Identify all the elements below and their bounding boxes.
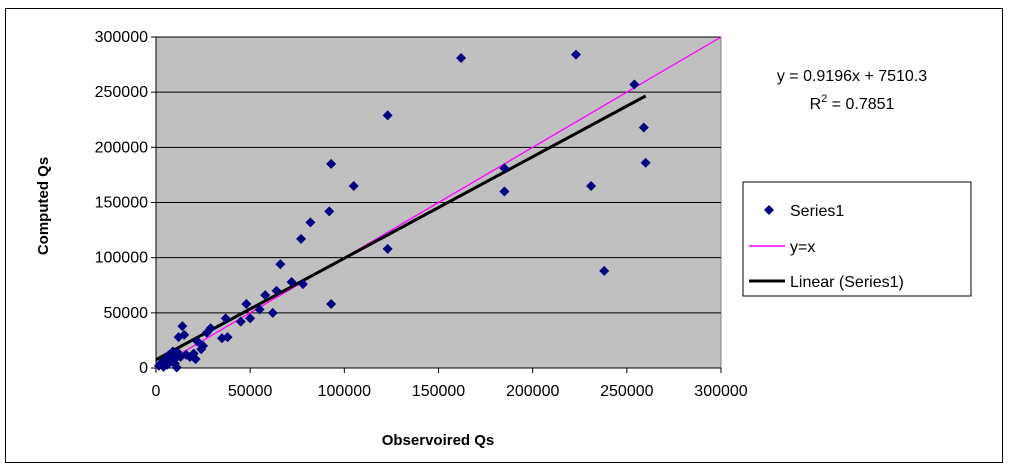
data-point — [179, 329, 190, 340]
identity-line — [155, 36, 722, 369]
data-point — [326, 299, 337, 310]
data-point — [499, 163, 510, 174]
legend-diamond-marker — [764, 205, 774, 215]
y-tick-label: 0 — [139, 360, 148, 377]
legend-item-y-equals-x: y=x — [749, 239, 815, 256]
y-tick-label: 200000 — [95, 139, 148, 156]
legend-item-linear: Linear (Series1) — [749, 274, 904, 291]
data-point — [260, 290, 271, 301]
x-tick-label: 300000 — [694, 383, 747, 400]
data-point — [177, 321, 188, 332]
x-tick-label: 0 — [152, 383, 161, 400]
trendline-annotation: y = 0.9196x + 7510.3 R2 = 0.7851 — [777, 68, 927, 113]
data-point — [241, 299, 252, 310]
x-tick-label: 50000 — [228, 383, 273, 400]
data-point — [324, 206, 335, 217]
x-axis-title: Observoired Qs — [382, 432, 495, 449]
data-point — [586, 180, 597, 191]
y-axis-title: Computed Qs — [35, 157, 52, 255]
legend-label-linear: Linear (Series1) — [790, 274, 904, 291]
data-point — [235, 316, 246, 327]
data-point — [296, 233, 307, 244]
r-squared-sup: 2 — [821, 93, 827, 105]
x-tick-label: 100000 — [318, 383, 371, 400]
data-point — [267, 307, 278, 318]
scatter-chart: 0 50000 100000 150000 200000 250000 300000 0 500… — [35, 29, 972, 449]
data-point — [198, 340, 209, 351]
legend-box — [742, 181, 972, 297]
y-tick-label: 250000 — [95, 84, 148, 101]
trendline-equation: y = 0.9196x + 7510.3 — [777, 68, 927, 85]
data-point — [190, 354, 201, 365]
y-tick-label: 50000 — [104, 305, 149, 322]
data-point — [570, 49, 581, 60]
data-point — [456, 52, 467, 63]
data-point — [275, 259, 286, 270]
legend-item-series1: Series1 — [764, 203, 844, 220]
data-point — [499, 186, 510, 197]
data-point — [222, 332, 233, 343]
legend-label-series1: Series1 — [790, 203, 844, 220]
data-point — [297, 279, 308, 290]
data-point — [599, 265, 610, 276]
data-point — [382, 110, 393, 121]
y-tick-label: 100000 — [95, 250, 148, 267]
r-squared-value: = 0.7851 — [827, 96, 894, 113]
data-point — [348, 180, 359, 191]
data-point — [205, 323, 216, 334]
data-point — [245, 313, 256, 324]
legend: Series1 y=x Linear (Series1) — [742, 181, 972, 297]
data-point — [305, 217, 316, 228]
x-tick-label: 250000 — [600, 383, 653, 400]
data-point — [220, 313, 231, 324]
data-point — [638, 122, 649, 133]
data-point — [192, 336, 203, 347]
data-point — [640, 157, 651, 168]
r-squared-r: R — [810, 96, 822, 113]
data-point — [171, 362, 182, 373]
series-layer — [153, 36, 722, 373]
chart-frame: 0 50000 100000 150000 200000 250000 300000 0 500… — [5, 8, 1003, 463]
data-point — [254, 304, 265, 315]
data-point — [629, 79, 640, 90]
legend-label-y-equals-x: y=x — [790, 239, 815, 256]
y-tick-label: 300000 — [95, 29, 148, 46]
x-tick-label: 150000 — [412, 383, 465, 400]
data-point — [382, 243, 393, 254]
r-squared-label: R2 = 0.7851 — [810, 93, 895, 113]
x-tick-label: 200000 — [506, 383, 559, 400]
linear-trendline — [155, 94, 647, 362]
y-tick-label: 150000 — [95, 195, 148, 212]
data-point — [326, 158, 337, 169]
data-point — [286, 276, 297, 287]
data-point — [271, 285, 282, 296]
